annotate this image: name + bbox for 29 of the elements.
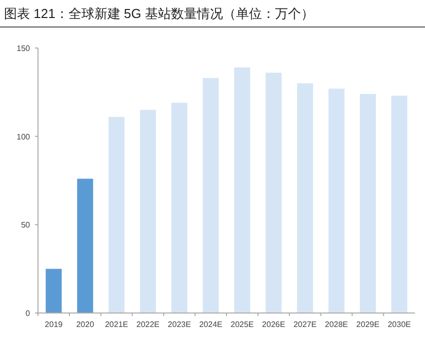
- x-tick-label: 2024E: [199, 320, 222, 329]
- bar: [266, 72, 282, 313]
- bar: [391, 96, 408, 313]
- x-tick-label: 2030E: [388, 320, 411, 329]
- bar: [108, 116, 125, 313]
- bar: [77, 178, 94, 313]
- bar: [328, 88, 344, 313]
- y-tick-label: 50: [21, 220, 31, 230]
- y-tick-label: 0: [26, 309, 31, 318]
- bar: [360, 94, 376, 313]
- x-tick-label: 2023E: [168, 320, 191, 329]
- y-tick-label: 150: [16, 44, 31, 53]
- y-tick-label: 100: [16, 132, 31, 142]
- bar: [297, 83, 314, 313]
- x-tick-label: 2028E: [324, 320, 348, 329]
- x-tick-label: 2029E: [356, 320, 380, 329]
- x-tick-label: 2022E: [136, 320, 160, 329]
- x-tick-label: 2025E: [230, 320, 254, 329]
- chart-title: 图表 121：全球新建 5G 基站数量情况（单位：万个）: [4, 6, 314, 21]
- bar: [234, 67, 250, 313]
- bar: [202, 78, 219, 313]
- x-tick-label: 2021E: [104, 320, 128, 329]
- bar: [171, 102, 188, 313]
- bar: [46, 268, 62, 313]
- x-tick-label: 2026E: [262, 320, 286, 329]
- x-tick-label: 2027E: [293, 320, 317, 329]
- bar: [140, 110, 156, 313]
- x-tick-label: 2020: [76, 320, 95, 329]
- x-tick-label: 2019: [44, 320, 64, 329]
